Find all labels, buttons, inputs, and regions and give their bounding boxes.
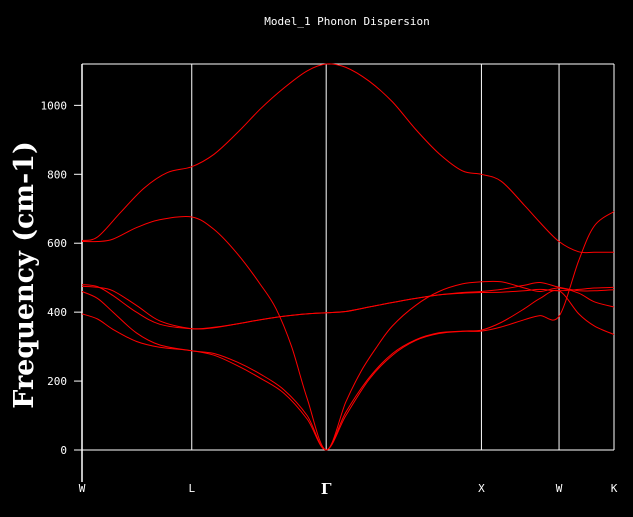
k-point-label: K	[611, 482, 618, 495]
plot-frame	[81, 63, 615, 482]
phonon-branch-5	[81, 289, 615, 451]
phonon-branch-1	[81, 63, 614, 254]
y-tick-label: 1000	[41, 99, 68, 112]
k-point-label: L	[188, 482, 195, 495]
dispersion-branches	[81, 63, 615, 451]
y-tick-label: 0	[60, 444, 67, 457]
y-tick-label: 200	[47, 375, 67, 388]
k-point-label: W	[79, 482, 86, 495]
chart-title: Model_1 Phonon Dispersion	[264, 15, 430, 28]
phonon-branch-6	[81, 211, 615, 451]
y-tick-label: 600	[47, 237, 67, 250]
phonon-branch-4	[81, 284, 615, 330]
k-point-label: X	[478, 482, 485, 495]
y-tick-label: 800	[47, 168, 67, 181]
phonon-branch-2	[81, 216, 615, 451]
k-point-label: W	[556, 482, 563, 495]
y-axis-label: Frequency (cm-1)	[9, 141, 40, 409]
y-tick-label: 400	[47, 306, 67, 319]
k-point-label: Γ	[321, 480, 332, 498]
y-axis-ticks: 0 200 400 600 800 1000	[41, 99, 82, 457]
